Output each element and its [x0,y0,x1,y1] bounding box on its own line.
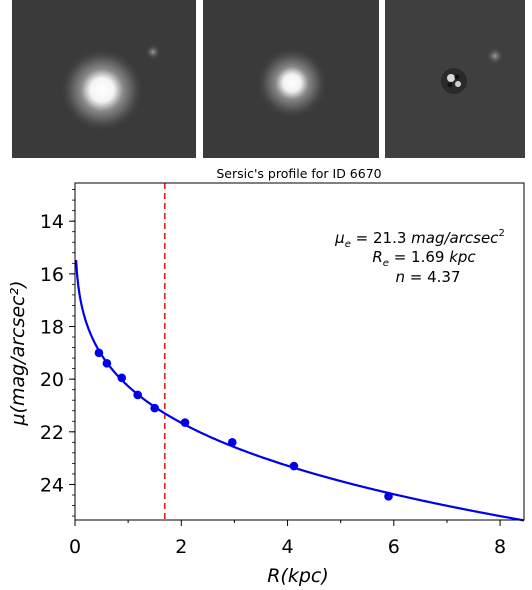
galaxy-blob [60,48,144,132]
data-point [384,492,393,501]
y-tick-label: 22 [40,422,64,444]
y-tick-label: 18 [40,316,64,338]
x-tick-label: 8 [494,536,506,558]
data-point [227,438,237,447]
data-point [102,359,112,368]
x-tick-label: 2 [175,536,187,558]
residual-core [441,68,467,94]
residual-image-panel [385,0,525,158]
plot-frame [74,182,525,521]
data-point [180,418,190,427]
chart-title: Sersic's profile for ID 6670 [216,166,381,181]
galaxy-image [12,0,196,158]
y-axis-label: μ(mag/arcsec²) [7,280,29,426]
model-image [203,0,379,158]
data-point [94,348,104,358]
data-point [117,373,127,383]
y-tick-label: 20 [40,369,64,391]
annotation-re: Re = 1.69 kpc [372,248,476,269]
model-blob [256,47,328,119]
data-point [133,390,143,400]
data-point [289,461,299,471]
data-point [150,403,160,413]
y-tick-label: 14 [40,211,64,233]
sersic-fit-curve [74,260,525,522]
y-tick-label: 16 [40,264,64,286]
x-tick-label: 4 [281,536,293,558]
galaxy-image-panel [12,0,196,158]
x-tick-label: 6 [388,536,400,558]
x-tick-label: 0 [69,536,81,558]
x-axis-label: R(kpc) [267,565,329,587]
annotation-n: n = 4.37 [395,268,460,286]
residual-neighbor-blob [486,47,504,65]
y-tick-label: 24 [40,474,64,496]
neighbor-blob [145,44,161,60]
model-image-panel [203,0,379,158]
annotation-mu: μe = 21.3 mag/arcsec2 [334,228,505,250]
residual-image [385,0,525,158]
